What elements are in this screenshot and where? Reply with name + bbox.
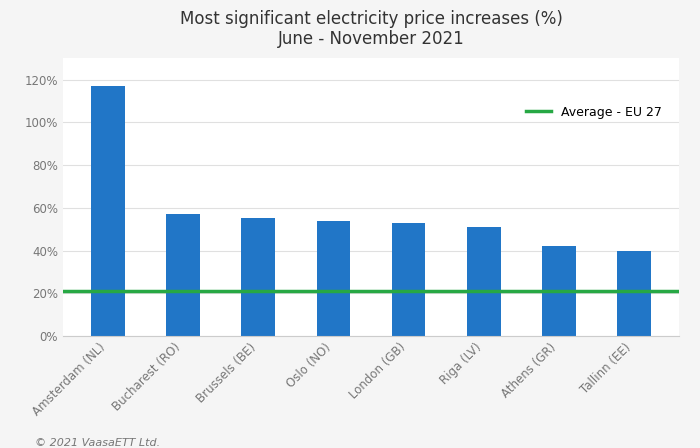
Bar — [617, 250, 651, 336]
Bar — [467, 227, 500, 336]
Bar — [166, 214, 200, 336]
Legend: Average - EU 27: Average - EU 27 — [521, 101, 666, 124]
Title: Most significant electricity price increases (%)
June - November 2021: Most significant electricity price incre… — [180, 9, 562, 48]
Bar — [91, 86, 125, 336]
Bar — [316, 220, 350, 336]
Text: © 2021 VaasaETT Ltd.: © 2021 VaasaETT Ltd. — [35, 438, 160, 448]
Bar — [241, 219, 275, 336]
Bar — [392, 223, 426, 336]
Bar — [542, 246, 576, 336]
